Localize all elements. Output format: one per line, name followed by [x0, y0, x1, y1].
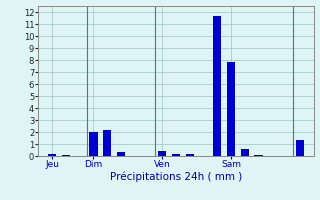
Bar [158, 151, 166, 156]
Bar [172, 154, 180, 156]
Bar [117, 152, 125, 156]
Bar [186, 154, 194, 156]
Bar [48, 154, 56, 156]
Bar [89, 132, 98, 156]
Bar [241, 149, 249, 156]
Bar [103, 130, 111, 156]
Bar [62, 155, 70, 156]
Bar [213, 16, 221, 156]
X-axis label: Précipitations 24h ( mm ): Précipitations 24h ( mm ) [110, 172, 242, 182]
Bar [227, 62, 235, 156]
Bar [296, 140, 304, 156]
Bar [254, 155, 263, 156]
